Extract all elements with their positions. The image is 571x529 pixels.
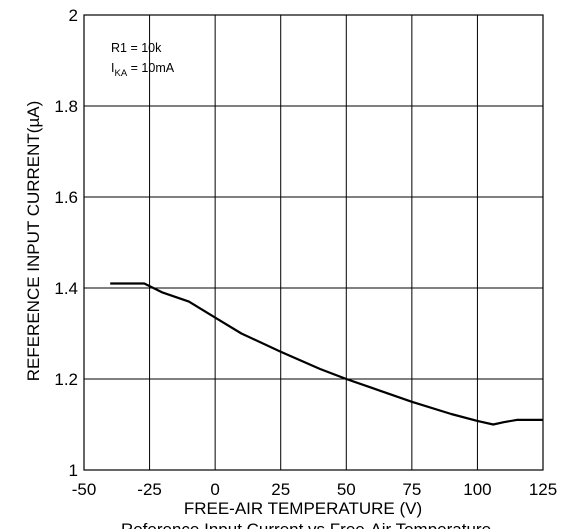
x-tick-label: 100 [463, 480, 491, 499]
x-tick-label: 50 [337, 480, 356, 499]
grid [83, 14, 544, 471]
annotation-r1: R1 = 10k [111, 41, 162, 55]
x-tick-labels: -50 -25 0 25 50 75 100 125 [72, 480, 557, 499]
y-tick-label: 1 [69, 461, 78, 480]
y-tick-labels: 1 1.2 1.4 1.6 1.8 2 [54, 6, 78, 480]
y-tick-label: 2 [69, 6, 78, 25]
x-tick-label: -50 [72, 480, 97, 499]
x-tick-label: 25 [271, 480, 290, 499]
series-line [110, 282, 543, 426]
y-axis-title: REFERENCE INPUT CURRENT(µA) [24, 101, 43, 382]
y-tick-label: 1.4 [54, 279, 78, 298]
caption: Reference Input Current vs Free-Air Temp… [121, 520, 491, 529]
x-tick-label: 75 [402, 480, 421, 499]
plot-frame [83, 14, 544, 471]
y-tick-label: 1.6 [54, 188, 78, 207]
x-axis-title: FREE-AIR TEMPERATURE (V) [184, 499, 422, 518]
y-tick-label: 1.2 [54, 370, 78, 389]
annotation-ika: IKA = 10mA [111, 61, 175, 79]
x-tick-label: 125 [529, 480, 557, 499]
x-tick-label: -25 [137, 480, 162, 499]
y-tick-label: 1.8 [54, 97, 78, 116]
x-tick-label: 0 [210, 480, 219, 499]
